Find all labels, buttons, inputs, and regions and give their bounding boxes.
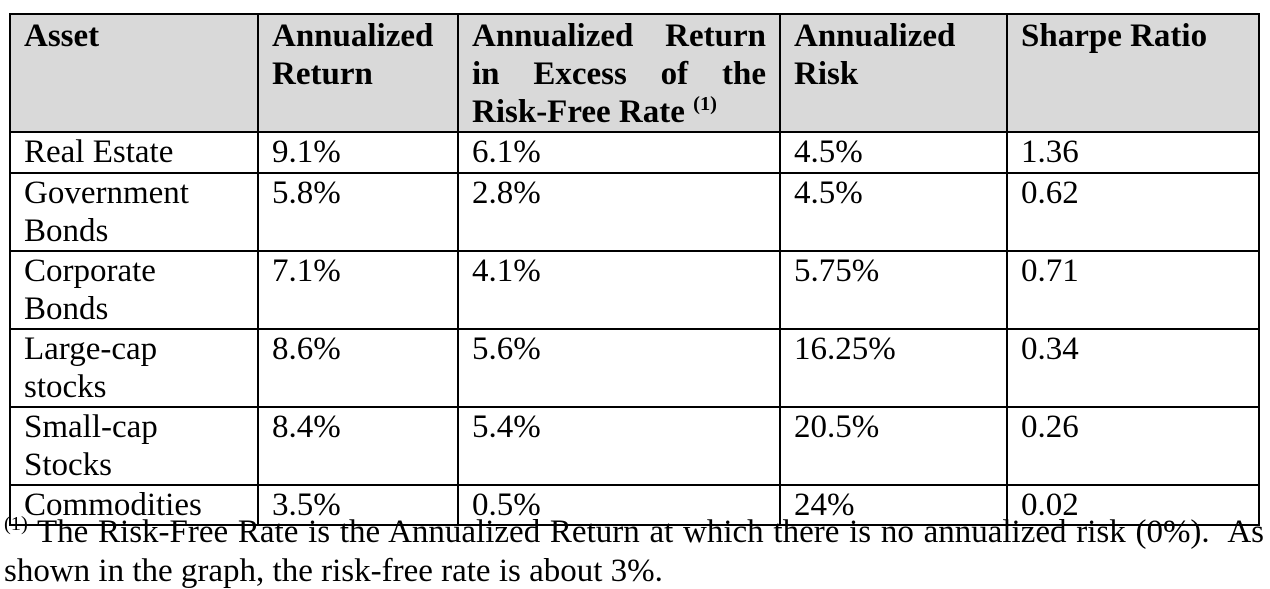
cell-sharpe-ratio: 1.36 — [1006, 131, 1260, 174]
cell-sharpe-ratio: 0.02 — [1006, 484, 1260, 526]
cell-annualized-risk: 16.25% — [779, 328, 1008, 408]
table-row-corporate-bonds: Corporate Bonds 7.1% 4.1% 5.75% 0.71 — [9, 250, 1260, 330]
cell-sharpe-ratio: 0.71 — [1006, 250, 1260, 330]
cell-excess-return: 4.1% — [457, 250, 781, 330]
excess-return-line3: Risk-Free Rate (1) — [472, 93, 766, 130]
table-row-large-cap-stocks: Large-cap stocks 8.6% 5.6% 16.25% 0.34 — [9, 328, 1260, 408]
excess-return-line3-text: Risk-Free Rate — [472, 94, 685, 130]
cell-asset: Commodities — [9, 484, 259, 526]
cell-annualized-risk: 4.5% — [779, 172, 1008, 252]
cell-annualized-return: 3.5% — [257, 484, 459, 526]
cell-excess-return: 2.8% — [457, 172, 781, 252]
col-header-asset: Asset — [9, 13, 259, 133]
cell-excess-return: 0.5% — [457, 484, 781, 526]
footnote-marker-reference: (1) — [693, 93, 717, 115]
cell-excess-return: 6.1% — [457, 131, 781, 174]
col-header-asset-label: Asset — [24, 18, 100, 54]
cell-asset: Government Bonds — [9, 172, 259, 252]
cell-asset: Large-cap stocks — [9, 328, 259, 408]
excess-return-line1: Annualized Return — [472, 18, 766, 54]
col-header-annualized-return: Annualized Return — [257, 13, 459, 133]
table-row-commodities: Commodities 3.5% 0.5% 24% 0.02 — [9, 484, 1260, 526]
cell-asset: Real Estate — [9, 131, 259, 174]
table-row-small-cap-stocks: Small-cap Stocks 8.4% 5.4% 20.5% 0.26 — [9, 406, 1260, 486]
header-row: Asset Annualized Return Annualized Retur… — [9, 13, 1260, 133]
cell-annualized-return: 9.1% — [257, 131, 459, 174]
cell-annualized-return: 8.4% — [257, 406, 459, 486]
cell-excess-return: 5.6% — [457, 328, 781, 408]
col-header-excess-return: Annualized Return in Excess of the Risk-… — [457, 13, 781, 133]
cell-asset: Small-cap Stocks — [9, 406, 259, 486]
cell-annualized-risk: 24% — [779, 484, 1008, 526]
table-row-government-bonds: Government Bonds 5.8% 2.8% 4.5% 0.62 — [9, 172, 1260, 252]
cell-asset: Corporate Bonds — [9, 250, 259, 330]
footnote: (1) The Risk-Free Rate is the Annualized… — [4, 513, 1264, 589]
cell-annualized-risk: 5.75% — [779, 250, 1008, 330]
footnote-marker: (1) — [4, 513, 28, 535]
col-header-sharpe-ratio-label: Sharpe Ratio — [1021, 18, 1208, 54]
col-header-annualized-risk: Annualized Risk — [779, 13, 1008, 133]
cell-sharpe-ratio: 0.26 — [1006, 406, 1260, 486]
col-header-sharpe-ratio: Sharpe Ratio — [1006, 13, 1260, 133]
cell-annualized-return: 7.1% — [257, 250, 459, 330]
col-header-annualized-return-label: Annualized Return — [272, 18, 434, 92]
col-header-annualized-risk-label: Annualized Risk — [794, 18, 956, 92]
cell-annualized-risk: 20.5% — [779, 406, 1008, 486]
footnote-text: The Risk-Free Rate is the Annualized Ret… — [4, 514, 1264, 589]
excess-return-line2: in Excess of the — [472, 56, 766, 92]
table-row-real-estate: Real Estate 9.1% 6.1% 4.5% 1.36 — [9, 131, 1260, 174]
cell-annualized-return: 5.8% — [257, 172, 459, 252]
cell-annualized-return: 8.6% — [257, 328, 459, 408]
cell-sharpe-ratio: 0.34 — [1006, 328, 1260, 408]
asset-performance-table: Asset Annualized Return Annualized Retur… — [9, 13, 1260, 526]
cell-annualized-risk: 4.5% — [779, 131, 1008, 174]
cell-sharpe-ratio: 0.62 — [1006, 172, 1260, 252]
cell-excess-return: 5.4% — [457, 406, 781, 486]
